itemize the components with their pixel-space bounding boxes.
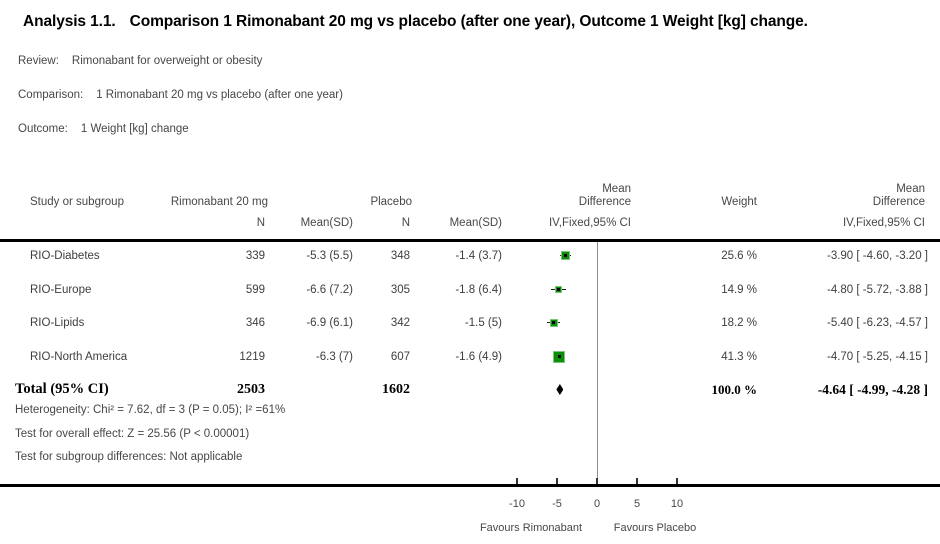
col-header-md-center-line2: Difference bbox=[578, 196, 631, 208]
total-md-ci-value: -4.64 [ -4.99, -4.28 ] bbox=[817, 381, 928, 397]
axis-base-rule bbox=[0, 484, 940, 487]
outcome-label: Outcome: bbox=[18, 123, 68, 135]
comparison-label: Comparison: bbox=[18, 89, 84, 101]
favours-right-label: Favours Placebo bbox=[613, 522, 697, 534]
treatment-mean-sd: -5.3 (5.5) bbox=[306, 249, 353, 262]
weight-value: 18.2 % bbox=[721, 316, 757, 329]
favours-left-label: Favours Rimonabant bbox=[479, 522, 583, 534]
axis-tick bbox=[516, 478, 518, 484]
study-name: RIO-Diabetes bbox=[30, 249, 100, 262]
col-header-md-right-line2: Difference bbox=[872, 196, 925, 208]
study-name: RIO-Europe bbox=[30, 283, 92, 296]
axis-tick-label: 5 bbox=[633, 498, 641, 510]
col-header-group1: Rimonabant 20 mg bbox=[170, 196, 268, 208]
col-header-ci-method-center: IV,Fixed,95% CI bbox=[548, 217, 631, 229]
forest-plot-cell bbox=[502, 239, 695, 272]
axis-tick-label: 0 bbox=[593, 498, 601, 510]
review-line: Review: Rimonabant for overweight or obes… bbox=[18, 55, 262, 67]
axis-tick bbox=[596, 478, 598, 484]
point-estimate-center-dot bbox=[564, 254, 568, 257]
forest-plot-cell bbox=[502, 306, 695, 339]
study-name: RIO-Lipids bbox=[30, 316, 85, 329]
point-estimate-square bbox=[549, 318, 558, 327]
col-header-md-right-line1: Mean bbox=[896, 183, 925, 195]
placebo-mean-sd: -1.5 (5) bbox=[464, 316, 502, 329]
col-header-n2: N bbox=[401, 217, 410, 229]
treatment-n: 599 bbox=[245, 283, 265, 296]
comparison-line: Comparison: 1 Rimonabant 20 mg vs placebo… bbox=[18, 89, 343, 101]
placebo-mean-sd: -1.6 (4.9) bbox=[455, 350, 502, 363]
weight-value: 25.6 % bbox=[721, 249, 757, 262]
point-estimate-center-dot bbox=[557, 355, 561, 358]
md-ci-value: -5.40 [ -6.23, -4.57 ] bbox=[826, 316, 928, 329]
analysis-title-text: Comparison 1 Rimonabant 20 mg vs placebo… bbox=[129, 13, 808, 30]
col-header-ci-method-right: IV,Fixed,95% CI bbox=[842, 217, 925, 229]
treatment-n: 346 bbox=[245, 316, 265, 329]
axis-tick-label: -5 bbox=[552, 498, 562, 510]
placebo-mean-sd: -1.4 (3.7) bbox=[455, 249, 502, 262]
table-row: RIO-Diabetes 339 -5.3 (5.5) 348 -1.4 (3.… bbox=[0, 239, 940, 272]
point-estimate-square bbox=[561, 251, 571, 260]
analysis-title-prefix: Analysis 1.1. bbox=[23, 13, 116, 30]
point-estimate-square bbox=[553, 350, 566, 363]
placebo-n: 607 bbox=[390, 350, 410, 363]
outcome-line: Outcome: 1 Weight [kg] change bbox=[18, 123, 189, 135]
review-value: Rimonabant for overweight or obesity bbox=[71, 55, 263, 67]
placebo-n: 305 bbox=[390, 283, 410, 296]
col-header-weight: Weight bbox=[721, 196, 757, 208]
treatment-mean-sd: -6.9 (6.1) bbox=[306, 316, 353, 329]
md-ci-value: -3.90 [ -4.60, -3.20 ] bbox=[826, 249, 928, 262]
md-ci-value: -4.80 [ -5.72, -3.88 ] bbox=[826, 283, 928, 296]
total-row: Total (95% CI) 2503 1602 100.0 % -4.64 [… bbox=[0, 373, 940, 406]
comparison-value: 1 Rimonabant 20 mg vs placebo (after one… bbox=[96, 89, 343, 101]
col-header-mean-sd2: Mean(SD) bbox=[449, 217, 502, 229]
table-row: RIO-North America 1219 -6.3 (7) 607 -1.6… bbox=[0, 340, 940, 373]
point-estimate-center-dot bbox=[552, 321, 556, 324]
col-header-study: Study or subgroup bbox=[30, 196, 124, 208]
total-label: Total (95% CI) bbox=[15, 381, 109, 397]
col-header-md-center-line1: Mean bbox=[602, 183, 631, 195]
treatment-n: 1219 bbox=[239, 350, 265, 363]
table-row: RIO-Europe 599 -6.6 (7.2) 305 -1.8 (6.4)… bbox=[0, 273, 940, 306]
weight-value: 14.9 % bbox=[721, 283, 757, 296]
md-ci-value: -4.70 [ -5.25, -4.15 ] bbox=[826, 350, 928, 363]
col-header-mean-sd1: Mean(SD) bbox=[300, 217, 353, 229]
placebo-n: 348 bbox=[390, 249, 410, 262]
axis-tick-label: 10 bbox=[670, 498, 684, 510]
forest-plot-cell bbox=[502, 273, 695, 306]
analysis-title: Analysis 1.1. Comparison 1 Rimonabant 20 … bbox=[23, 13, 808, 31]
treatment-mean-sd: -6.3 (7) bbox=[315, 350, 353, 363]
placebo-mean-sd: -1.8 (6.4) bbox=[455, 283, 502, 296]
total-weight-value: 100.0 % bbox=[711, 381, 758, 397]
outcome-value: 1 Weight [kg] change bbox=[80, 123, 189, 135]
total-treatment-n: 2503 bbox=[237, 381, 265, 397]
study-name: RIO-North America bbox=[30, 350, 128, 363]
subgroup-differences-note: Test for subgroup differences: Not appli… bbox=[15, 451, 243, 463]
table-row: RIO-Lipids 346 -6.9 (6.1) 342 -1.5 (5) 1… bbox=[0, 306, 940, 339]
axis-tick-label: -10 bbox=[509, 498, 525, 510]
pooled-estimate-diamond bbox=[556, 384, 564, 395]
heterogeneity-note: Heterogeneity: Chi² = 7.62, df = 3 (P = … bbox=[15, 404, 286, 416]
col-header-n1: N bbox=[256, 217, 265, 229]
axis-tick bbox=[636, 478, 638, 484]
header-divider-rule bbox=[0, 239, 940, 242]
placebo-n: 342 bbox=[390, 316, 410, 329]
review-label: Review: bbox=[18, 55, 59, 67]
axis-tick bbox=[676, 478, 678, 484]
total-placebo-n: 1602 bbox=[382, 381, 410, 397]
point-estimate-square bbox=[555, 286, 563, 293]
overall-effect-note: Test for overall effect: Z = 25.56 (P < … bbox=[15, 428, 250, 440]
treatment-n: 339 bbox=[245, 249, 265, 262]
forest-plot-cell bbox=[502, 340, 695, 373]
forest-plot-total-cell bbox=[502, 373, 695, 406]
point-estimate-center-dot bbox=[557, 288, 561, 291]
zero-effect-line bbox=[597, 242, 598, 484]
treatment-mean-sd: -6.6 (7.2) bbox=[306, 283, 353, 296]
weight-value: 41.3 % bbox=[721, 350, 757, 363]
axis-tick bbox=[556, 478, 558, 484]
col-header-group2: Placebo bbox=[370, 196, 412, 208]
